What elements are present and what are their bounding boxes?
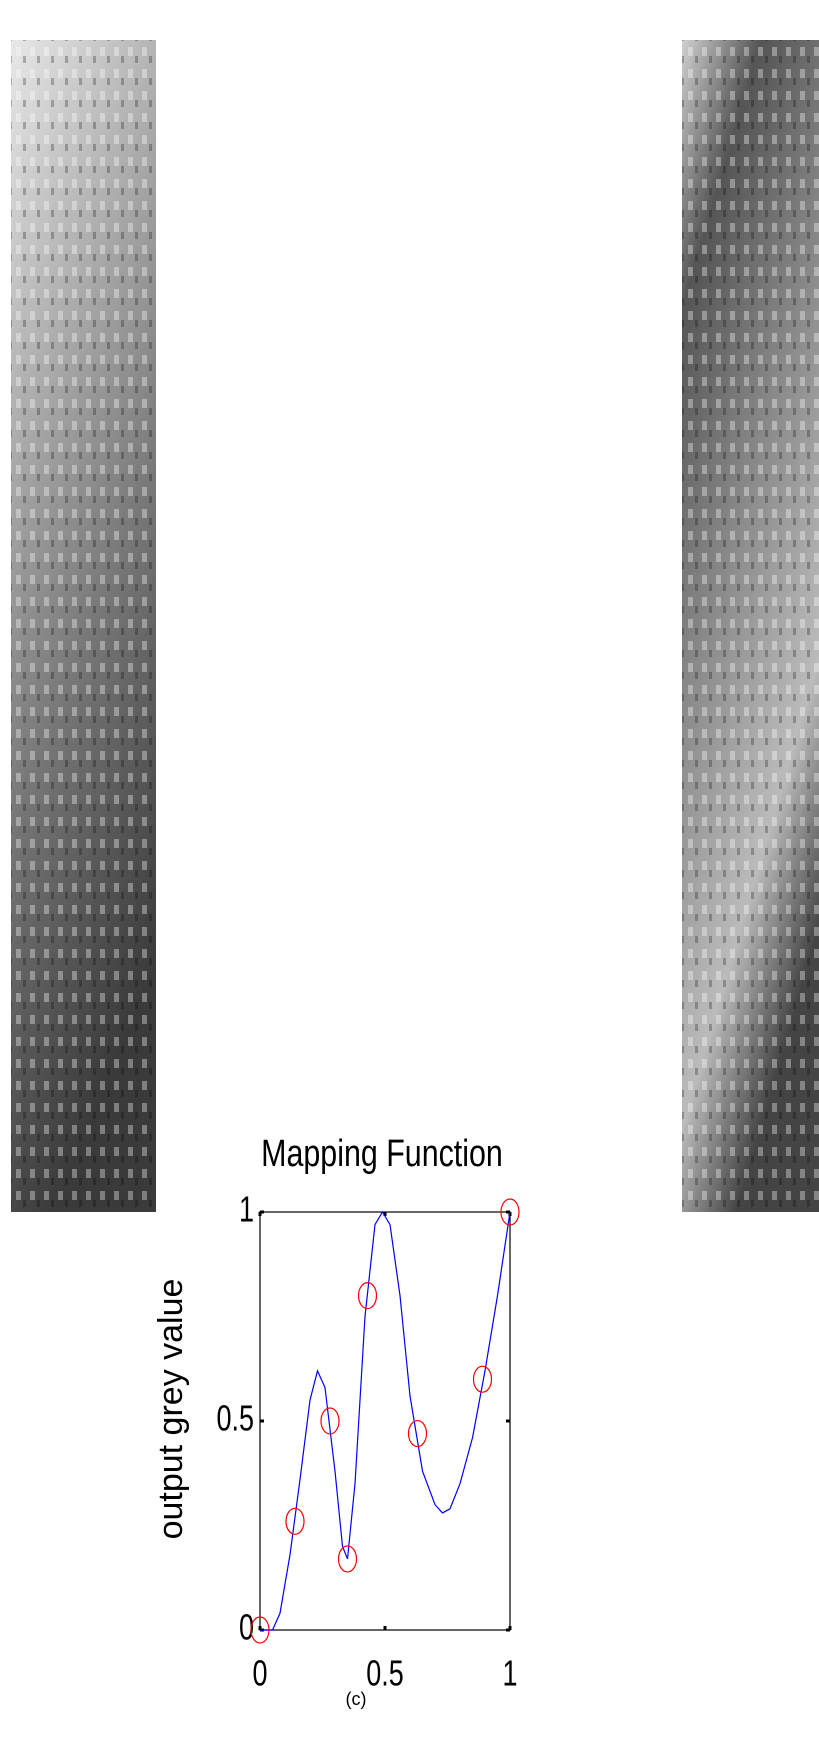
control-point [472, 1365, 493, 1393]
image-texture [11, 40, 156, 1212]
control-point [250, 1616, 270, 1644]
y-tick-label: 0.5 [216, 1398, 254, 1439]
y-tick-label: 1 [239, 1189, 254, 1230]
control-point [500, 1198, 520, 1226]
plot-frame [259, 1211, 511, 1631]
y-axis-label: output grey value [152, 1279, 190, 1540]
control-point [357, 1281, 378, 1310]
control-point [337, 1545, 358, 1573]
x-tick-label: 1 [502, 1653, 517, 1694]
caption: (c) [346, 1689, 367, 1709]
x-tick-label: 0.5 [366, 1653, 404, 1694]
mapping-curve [260, 1210, 511, 1631]
control-point [285, 1507, 305, 1535]
chart-title: Mapping Function [261, 1133, 503, 1175]
y-tick-label: 0 [239, 1607, 254, 1648]
x-tick-label: 0 [252, 1653, 267, 1694]
image-texture [682, 40, 819, 1212]
control-point [320, 1407, 340, 1435]
control-point [407, 1419, 428, 1448]
